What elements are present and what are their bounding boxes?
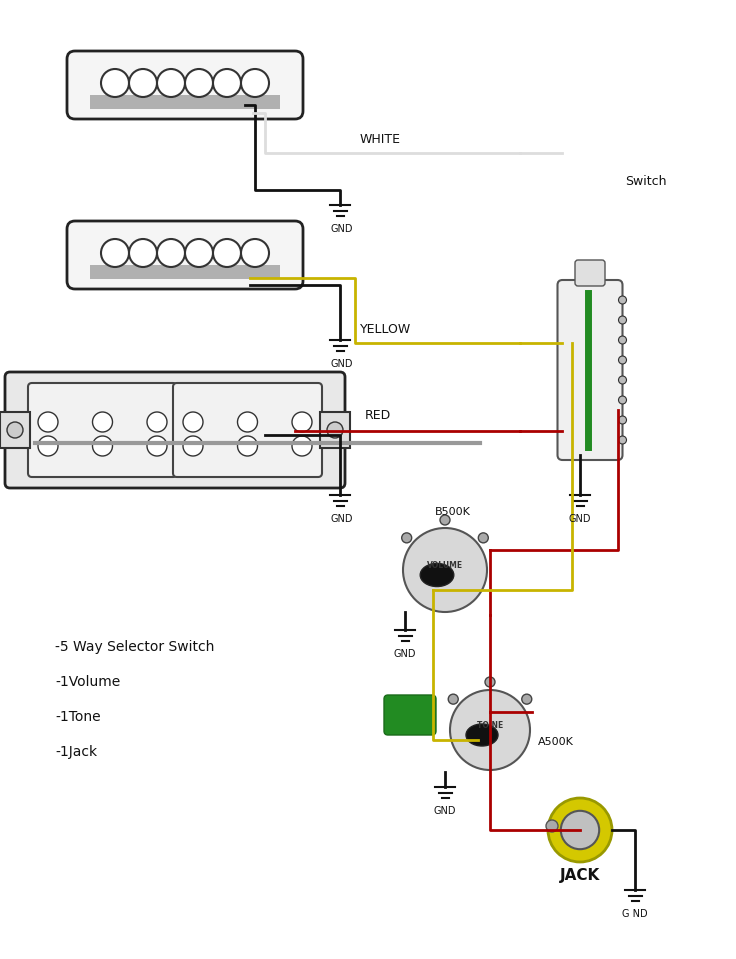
Text: GND: GND [330, 224, 353, 234]
Circle shape [478, 533, 488, 543]
Circle shape [93, 412, 113, 432]
Text: G ND: G ND [622, 909, 648, 919]
Text: GND: GND [330, 514, 353, 524]
Circle shape [618, 436, 626, 444]
Bar [0, 412, 30, 448]
Circle shape [241, 69, 269, 97]
Circle shape [147, 412, 167, 432]
Text: -5 Way Selector Switch: -5 Way Selector Switch [55, 640, 214, 654]
Circle shape [450, 690, 530, 770]
Circle shape [448, 694, 459, 704]
Circle shape [402, 533, 411, 543]
Circle shape [548, 798, 612, 862]
Circle shape [185, 239, 213, 267]
FancyBboxPatch shape [67, 51, 303, 119]
Text: WHITE: WHITE [360, 133, 401, 146]
Text: B500K: B500K [435, 507, 471, 517]
Text: GND: GND [569, 514, 591, 524]
Text: YELLOW: YELLOW [360, 323, 411, 336]
Text: Switch: Switch [625, 175, 667, 188]
Ellipse shape [420, 564, 454, 587]
Circle shape [157, 239, 185, 267]
FancyBboxPatch shape [67, 221, 303, 289]
Circle shape [546, 820, 558, 832]
Circle shape [101, 239, 129, 267]
Circle shape [93, 436, 113, 456]
Circle shape [618, 396, 626, 404]
Bar [90, 95, 280, 109]
Bar [90, 265, 280, 279]
FancyBboxPatch shape [28, 383, 177, 477]
Circle shape [485, 677, 495, 687]
Circle shape [183, 436, 203, 456]
Text: JACK: JACK [560, 868, 600, 883]
Circle shape [129, 239, 157, 267]
FancyBboxPatch shape [575, 260, 605, 286]
Circle shape [292, 412, 312, 432]
Text: -1Jack: -1Jack [55, 745, 97, 759]
Circle shape [327, 422, 343, 438]
Circle shape [618, 316, 626, 324]
Circle shape [38, 412, 58, 432]
Circle shape [185, 69, 213, 97]
Circle shape [38, 436, 58, 456]
Circle shape [7, 422, 23, 438]
Circle shape [238, 436, 258, 456]
Circle shape [213, 69, 241, 97]
Circle shape [292, 436, 312, 456]
Circle shape [522, 694, 532, 704]
Circle shape [618, 416, 626, 424]
Text: GND: GND [330, 359, 353, 369]
FancyBboxPatch shape [557, 280, 623, 460]
Circle shape [618, 376, 626, 384]
Circle shape [213, 239, 241, 267]
Text: GND: GND [394, 649, 417, 659]
Circle shape [157, 69, 185, 97]
Text: GND: GND [434, 806, 456, 816]
Text: -1Volume: -1Volume [55, 675, 120, 689]
Text: VOLUME: VOLUME [427, 560, 463, 570]
Circle shape [561, 810, 599, 850]
Circle shape [238, 412, 258, 432]
FancyBboxPatch shape [5, 372, 345, 488]
Circle shape [101, 69, 129, 97]
Bar [320, 412, 350, 448]
Text: RED: RED [365, 409, 392, 422]
FancyBboxPatch shape [173, 383, 322, 477]
Text: -1Tone: -1Tone [55, 710, 101, 724]
Circle shape [618, 296, 626, 304]
Circle shape [618, 356, 626, 364]
Text: A500K: A500K [538, 737, 574, 747]
Ellipse shape [466, 724, 498, 746]
Circle shape [241, 239, 269, 267]
Text: TO NE: TO NE [477, 720, 503, 730]
Circle shape [618, 336, 626, 344]
Circle shape [129, 69, 157, 97]
Circle shape [440, 515, 450, 525]
FancyBboxPatch shape [384, 695, 436, 735]
Circle shape [147, 436, 167, 456]
Circle shape [183, 412, 203, 432]
Circle shape [403, 528, 487, 612]
